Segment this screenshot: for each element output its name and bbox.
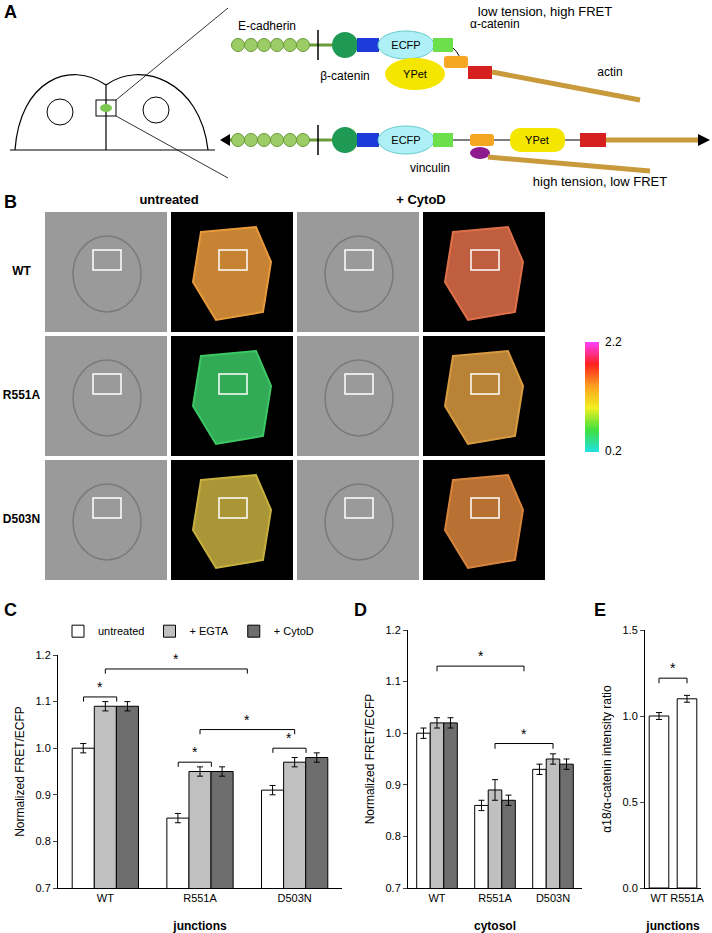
svg-text:*: *: [244, 712, 250, 728]
svg-text:*: *: [192, 744, 198, 760]
svg-text:high tension, low FRET: high tension, low FRET: [533, 174, 667, 189]
html-text:R551A: R551A: [2, 388, 41, 402]
svg-text:1.1: 1.1: [36, 695, 51, 707]
svg-text:E-cadherin: E-cadherin: [238, 19, 296, 33]
svg-text:*: *: [173, 651, 179, 667]
svg-text:1.1: 1.1: [386, 675, 401, 687]
svg-text:1.5: 1.5: [623, 624, 638, 636]
svg-text:0.9: 0.9: [386, 779, 401, 791]
svg-text:1.2: 1.2: [386, 624, 401, 636]
svg-text:WT: WT: [428, 892, 445, 904]
svg-text:0.7: 0.7: [36, 882, 51, 894]
svg-text:R551A: R551A: [478, 892, 512, 904]
html-text:D: D: [354, 600, 367, 620]
svg-text:Normalized FRET/ECFP: Normalized FRET/ECFP: [13, 706, 27, 837]
svg-text:0.8: 0.8: [36, 835, 51, 847]
html-text:+ CytoD: + CytoD: [396, 192, 446, 207]
svg-text:*: *: [521, 726, 527, 742]
svg-text:R551A: R551A: [183, 892, 217, 904]
svg-text:WT: WT: [97, 892, 114, 904]
svg-text:D503N: D503N: [536, 892, 570, 904]
html-text:2.2: 2.2: [605, 335, 622, 349]
svg-text:+ EGTA: + EGTA: [189, 625, 228, 637]
html-text:C: C: [4, 600, 17, 620]
svg-text:*: *: [286, 730, 292, 746]
svg-text:junctions: junctions: [645, 919, 700, 933]
html-text:0.2: 0.2: [605, 444, 622, 458]
svg-text:1.0: 1.0: [36, 742, 51, 754]
svg-text:*: *: [97, 679, 103, 695]
html-text:A: A: [4, 2, 17, 22]
svg-text:vinculin: vinculin: [410, 161, 450, 175]
svg-text:0.9: 0.9: [36, 789, 51, 801]
svg-text:α18/α-catenin intensity ratio: α18/α-catenin intensity ratio: [600, 685, 614, 833]
svg-text:1.0: 1.0: [386, 727, 401, 739]
svg-text:*: *: [478, 648, 484, 664]
svg-text:ECFP: ECFP: [391, 39, 420, 51]
svg-text:D503N: D503N: [278, 892, 312, 904]
svg-text:YPet: YPet: [403, 68, 427, 80]
svg-text:low tension, high FRET: low tension, high FRET: [478, 4, 612, 19]
svg-text:actin: actin: [597, 65, 622, 79]
svg-text:0.0: 0.0: [623, 882, 638, 894]
svg-text:WT: WT: [650, 892, 667, 904]
svg-text:R551A: R551A: [670, 892, 704, 904]
svg-text:β-catenin: β-catenin: [320, 69, 370, 83]
svg-text:α-catenin: α-catenin: [470, 17, 520, 31]
svg-text:ECFP: ECFP: [391, 134, 420, 146]
html-text:untreated: untreated: [139, 192, 199, 207]
svg-text:cytosol: cytosol: [474, 919, 516, 933]
html-text:E: E: [594, 600, 606, 620]
svg-text:YPet: YPet: [525, 134, 549, 146]
svg-text:untreated: untreated: [98, 625, 144, 637]
html-text:D503N: D503N: [2, 512, 41, 526]
svg-text:Normalized FRET/ECFP: Normalized FRET/ECFP: [363, 694, 377, 825]
svg-text:0.5: 0.5: [623, 796, 638, 808]
svg-text:*: *: [670, 660, 676, 676]
svg-text:1.0: 1.0: [623, 710, 638, 722]
svg-text:1.2: 1.2: [36, 649, 51, 661]
svg-text:junctions: junctions: [172, 919, 227, 933]
svg-text:0.8: 0.8: [386, 830, 401, 842]
html-text:WT: WT: [12, 264, 31, 278]
html-text:B: B: [4, 192, 17, 212]
svg-text:+ CytoD: + CytoD: [274, 625, 314, 637]
svg-text:0.7: 0.7: [386, 882, 401, 894]
